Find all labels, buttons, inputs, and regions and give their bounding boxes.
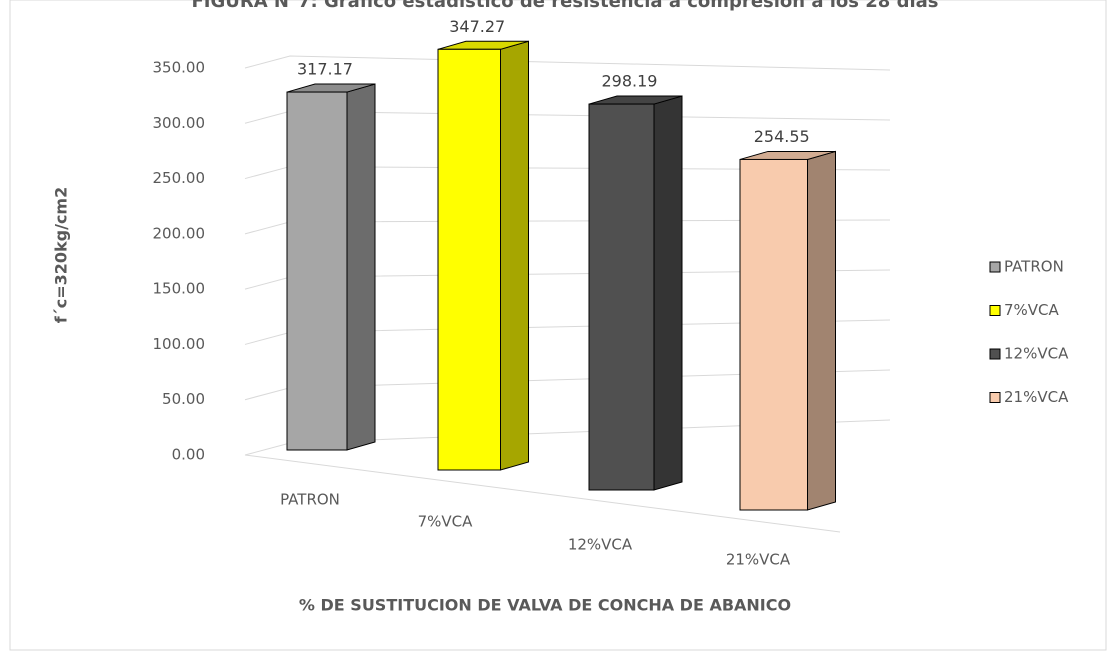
y-tick-label: 350.00 <box>153 59 206 77</box>
data-label: 254.55 <box>754 127 810 146</box>
bar <box>588 103 655 491</box>
chart-frame <box>9 0 1107 651</box>
y-tick-label: 0.00 <box>172 446 205 464</box>
floor-line <box>244 454 841 533</box>
legend-swatch <box>989 261 1001 273</box>
legend-label: 12%VCA <box>1004 345 1069 363</box>
bar-side <box>807 150 836 511</box>
x-tick-label: 21%VCA <box>726 551 791 569</box>
y-tick-label: 300.00 <box>153 114 206 132</box>
y-tick-label: 250.00 <box>153 169 206 187</box>
legend-label: PATRON <box>1004 258 1064 276</box>
x-tick-label: 12%VCA <box>568 536 633 554</box>
x-tick-label: 7%VCA <box>418 513 474 531</box>
bar-side <box>653 95 683 491</box>
bar-side <box>346 83 376 451</box>
x-axis-title: % DE SUSTITUCION DE VALVA DE CONCHA DE A… <box>299 596 791 615</box>
legend-swatch <box>989 305 1001 316</box>
grid-line <box>244 55 891 71</box>
legend-swatch <box>989 348 1001 360</box>
y-tick-label: 150.00 <box>153 280 206 298</box>
data-label: 347.27 <box>449 17 505 36</box>
y-axis-title: f´c=320kg/cm2 <box>52 187 71 323</box>
y-tick-label: 50.00 <box>162 390 205 408</box>
legend-label: 21%VCA <box>1004 388 1069 406</box>
x-tick-label: PATRON <box>280 491 340 509</box>
y-tick-label: 100.00 <box>153 335 206 353</box>
y-tick-label: 200.00 <box>153 224 206 242</box>
legend-swatch <box>989 392 1001 403</box>
bar-side <box>500 40 529 471</box>
bar <box>739 158 808 511</box>
data-label: 317.17 <box>297 60 353 79</box>
bar <box>286 91 348 451</box>
bar <box>437 48 501 471</box>
chart-title: FIGURA N°7: Gráfico estadístico de resis… <box>191 0 938 12</box>
data-label: 298.19 <box>602 72 658 91</box>
legend-label: 7%VCA <box>1004 301 1060 319</box>
